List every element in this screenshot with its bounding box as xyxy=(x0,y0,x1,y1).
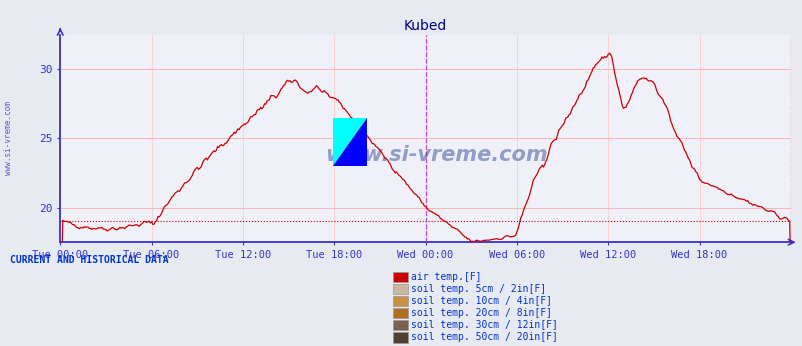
Text: soil temp. 20cm / 8in[F]: soil temp. 20cm / 8in[F] xyxy=(411,308,552,318)
Text: CURRENT AND HISTORICAL DATA: CURRENT AND HISTORICAL DATA xyxy=(10,255,169,265)
Text: soil temp. 30cm / 12in[F]: soil temp. 30cm / 12in[F] xyxy=(411,320,557,330)
Text: soil temp. 10cm / 4in[F]: soil temp. 10cm / 4in[F] xyxy=(411,296,552,306)
Text: air temp.[F]: air temp.[F] xyxy=(411,272,481,282)
Polygon shape xyxy=(333,118,367,166)
Text: www.si-vreme.com: www.si-vreme.com xyxy=(325,145,547,165)
Text: soil temp. 5cm / 2in[F]: soil temp. 5cm / 2in[F] xyxy=(411,284,545,294)
Text: soil temp. 50cm / 20in[F]: soil temp. 50cm / 20in[F] xyxy=(411,333,557,342)
Polygon shape xyxy=(333,118,367,166)
Title: Kubed: Kubed xyxy=(403,19,447,34)
Text: www.si-vreme.com: www.si-vreme.com xyxy=(3,101,13,175)
